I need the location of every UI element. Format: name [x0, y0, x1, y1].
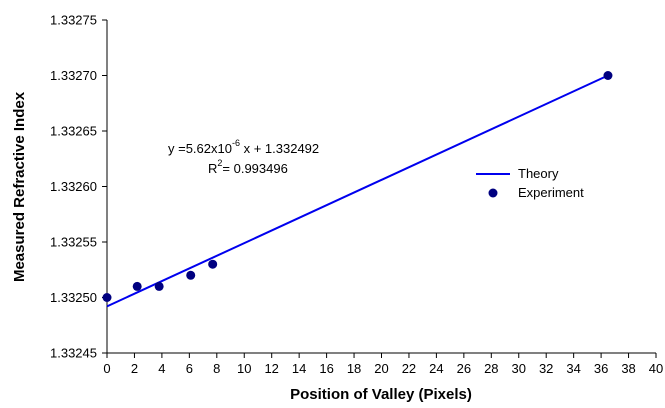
x-tick-label: 8 [213, 361, 220, 376]
experiment-point [208, 259, 218, 269]
legend-experiment-label: Experiment [518, 185, 584, 200]
equation-prefix: y =5.62x10 [168, 141, 232, 156]
x-tick-label: 30 [512, 361, 526, 376]
x-tick-label: 28 [484, 361, 498, 376]
y-tick-label: 1.33255 [50, 235, 97, 250]
legend-theory-label: Theory [518, 166, 559, 181]
legend: Theory Experiment [476, 166, 584, 200]
x-tick-label: 2 [131, 361, 138, 376]
x-tick-label: 38 [621, 361, 635, 376]
x-tick-label: 22 [402, 361, 416, 376]
x-tick-label: 24 [429, 361, 443, 376]
y-tick-label: 1.33260 [50, 179, 97, 194]
equation-text: y =5.62x10-6 x + 1.332492 [168, 138, 319, 156]
experiment-point [603, 71, 613, 80]
theory-line [106, 74, 609, 308]
y-tick-label: 1.33250 [50, 290, 97, 305]
x-tick-label: 12 [264, 361, 278, 376]
x-tick-label: 36 [594, 361, 608, 376]
y-ticks: 1.33245 1.33250 1.33255 1.33260 1.33265 1.332… [50, 13, 107, 361]
legend-experiment-swatch [488, 188, 498, 198]
r-squared-text: R2= 0.993496 [208, 158, 288, 176]
experiment-point [132, 281, 142, 291]
y-tick-label: 1.33265 [50, 124, 97, 139]
x-tick-label: 40 [649, 361, 663, 376]
y-axis-title: Measured Refractive Index [11, 91, 28, 282]
experiment-point [186, 270, 196, 280]
equation-exponent: -6 [232, 138, 240, 148]
r2-suffix: = 0.993496 [222, 161, 287, 176]
x-tick-label: 32 [539, 361, 553, 376]
x-tick-label: 20 [374, 361, 388, 376]
y-tick-label: 1.33275 [50, 13, 97, 28]
r2-exponent: 2 [217, 158, 222, 168]
experiment-point [154, 281, 164, 291]
x-tick-label: 34 [566, 361, 580, 376]
experiment-point [102, 293, 112, 302]
x-tick-label: 18 [347, 361, 361, 376]
x-tick-label: 6 [186, 361, 193, 376]
y-tick-label: 1.33270 [50, 68, 97, 83]
r2-prefix: R [208, 161, 217, 176]
y-tick-label: 1.33245 [50, 346, 97, 361]
x-tick-label: 14 [292, 361, 306, 376]
equation-suffix: x + 1.332492 [240, 141, 319, 156]
x-ticks: 0 2 4 6 8 10 12 14 16 18 20 22 24 26 28 30 32 34 36 38 40 [103, 353, 663, 376]
x-tick-label: 26 [457, 361, 471, 376]
regression-annotation: y =5.62x10-6 x + 1.332492 R2= 0.993496 [168, 138, 319, 176]
x-tick-label: 16 [319, 361, 333, 376]
x-axis-title: Position of Valley (Pixels) [290, 386, 472, 403]
plot-area: 0 2 4 6 8 10 12 14 16 18 20 22 24 26 28 30 32 34 36 38 40 1.… [50, 13, 663, 377]
x-tick-label: 0 [103, 361, 110, 376]
x-tick-label: 10 [237, 361, 251, 376]
series-layer [102, 71, 613, 308]
x-tick-label: 4 [158, 361, 165, 376]
